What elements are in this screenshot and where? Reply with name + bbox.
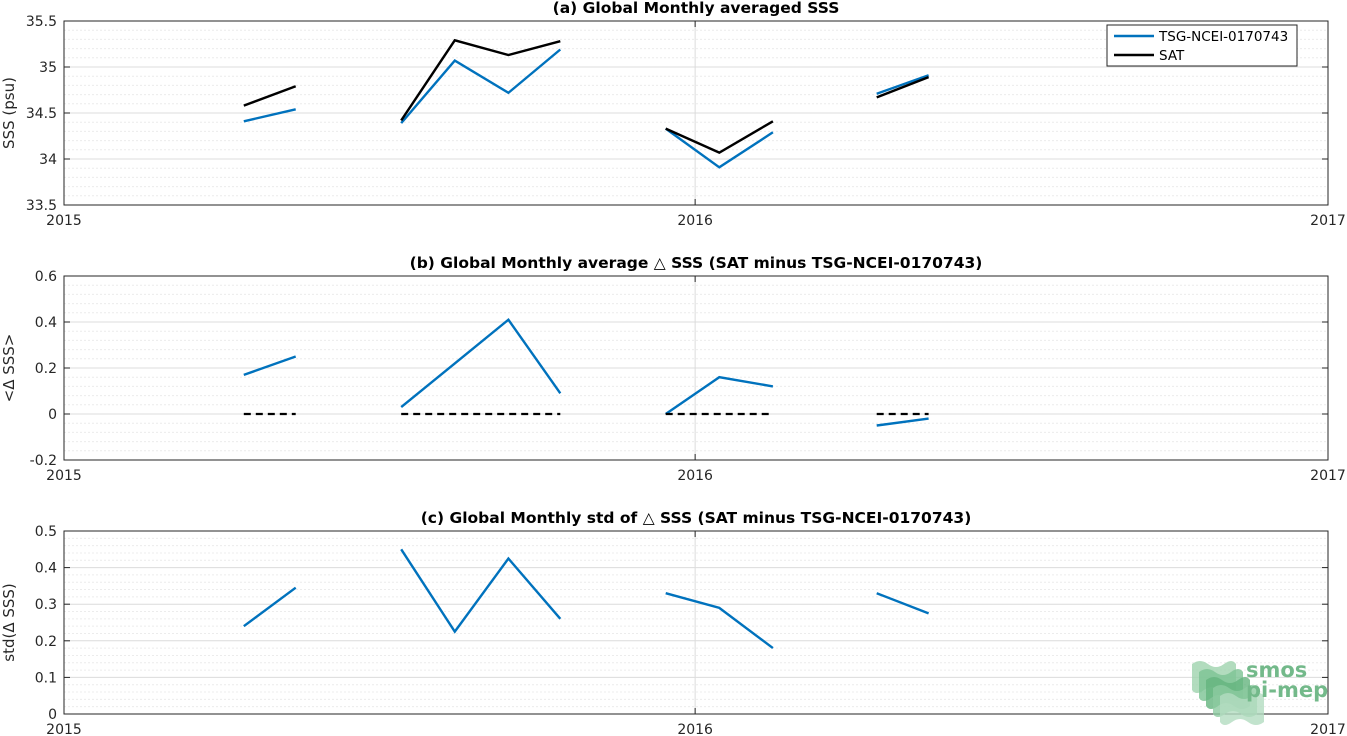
y-tick-label: 0 [48, 407, 57, 423]
logo-text-smos: smos [1246, 658, 1307, 682]
series-tsg-ncei-0170743-line [664, 127, 774, 169]
panel-a: 33.5 34 34.5 35 35.5 2015 2016 2017 (a) Global M… [0, 0, 1346, 229]
y-tick-label: 0.4 [35, 315, 57, 331]
series-0-line [665, 375, 774, 415]
x-tick-label: 2015 [46, 722, 82, 736]
legend-box [1106, 24, 1298, 67]
series-tsg-ncei-0170743-line [243, 108, 296, 123]
y-tick-label: 0.1 [35, 670, 57, 686]
y-axis-label: std(Δ SSS) [0, 583, 18, 662]
series-0-line [876, 592, 930, 615]
series-0-line [243, 355, 297, 377]
y-tick-label: 0.4 [35, 561, 57, 577]
y-tick-label: 35.5 [26, 14, 57, 30]
legend-label: TSG-NCEI-0170743 [1158, 29, 1288, 45]
x-tick-label: 2015 [46, 213, 82, 229]
series-sat-line [400, 38, 561, 122]
panel-title: (b) Global Monthly average △ SSS (SAT mi… [410, 254, 983, 272]
x-tick-label: 2017 [1310, 722, 1346, 736]
axes-frame [63, 530, 1329, 715]
series-0-line [400, 548, 562, 634]
panel-title: (a) Global Monthly averaged SSS [553, 0, 840, 17]
x-tick-label: 2016 [677, 213, 713, 229]
series-0-line [400, 317, 562, 409]
y-tick-label: 0.2 [35, 361, 57, 377]
axes-frame [63, 20, 1329, 206]
x-tick-label: 2017 [1310, 468, 1346, 484]
y-tick-label: 0.6 [35, 269, 57, 285]
x-tick-label: 2017 [1310, 213, 1346, 229]
series-0-line [876, 417, 929, 427]
series-tsg-ncei-0170743-line [876, 74, 930, 95]
series-tsg-ncei-0170743-line [400, 48, 562, 124]
y-tick-label: 0.3 [35, 597, 57, 613]
legend: TSG-NCEI-0170743 SAT [1106, 24, 1298, 67]
x-tick-label: 2015 [46, 468, 82, 484]
y-tick-label: 0.2 [35, 634, 57, 650]
x-tick-label: 2016 [677, 722, 713, 736]
legend-label: SAT [1159, 48, 1185, 64]
x-tick-label: 2016 [677, 468, 713, 484]
y-axis-label: SSS (psu) [0, 77, 18, 149]
series-sat-line [665, 120, 774, 154]
y-tick-label: 0.5 [35, 524, 57, 540]
y-tick-label: -0.2 [30, 453, 57, 469]
logo-wave-shape [1220, 693, 1264, 725]
logo-text-pimep: pi-mep [1246, 678, 1328, 702]
y-tick-label: 33.5 [26, 198, 57, 214]
series-0-line [665, 592, 774, 650]
y-tick-label: 34 [39, 152, 57, 168]
y-tick-label: 34.5 [26, 106, 57, 122]
series-sat-line [876, 75, 930, 99]
panel-c: 0 0.1 0.2 0.3 0.4 0.5 2015 2016 2017 (c) Global M… [0, 509, 1346, 736]
panel-b: -0.2 0 0.2 0.4 0.6 2015 2016 2017 (b) Global Mon… [0, 254, 1346, 484]
series-sat-line [243, 85, 297, 107]
y-tick-label: 0 [48, 707, 57, 723]
axes-frame [63, 275, 1329, 461]
y-axis-label: <Δ SSS> [0, 334, 18, 403]
series-0-line [243, 586, 297, 628]
y-tick-label: 35 [39, 60, 57, 76]
panel-title: (c) Global Monthly std of △ SSS (SAT min… [421, 509, 972, 527]
